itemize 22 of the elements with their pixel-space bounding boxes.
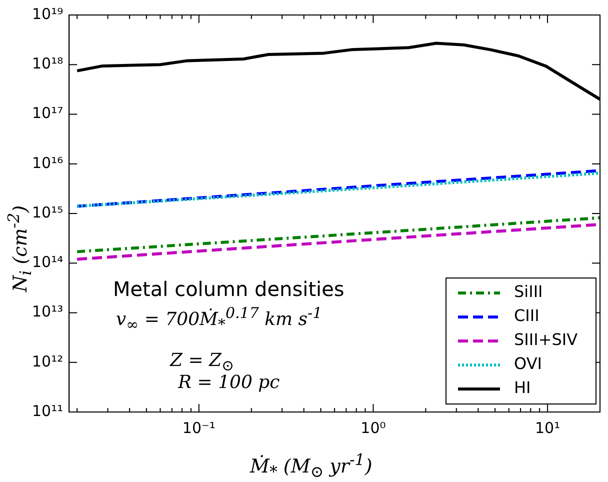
legend-label: SIII+SIV [514,330,578,350]
y-tick-label: 10¹⁸ [32,54,64,73]
x-tick-label: 10⁻¹ [182,418,216,437]
legend-label: CIII [514,306,540,326]
annotation: Metal column densities [113,277,344,301]
annotation: R = 100 pc [178,372,280,393]
legend-label: HI [514,378,531,398]
legend-label: SiIII [514,282,543,302]
y-tick-label: 10¹⁶ [32,154,64,172]
legend-label: OVI [514,354,542,374]
annotation: v$_{∞}$ = 700Ṁ$_{*}$$^{0.17}$ km s$^{-1}$ [116,304,322,334]
y-tick-label: 10¹⁴ [32,253,64,272]
y-tick-label: 10¹¹ [32,402,64,420]
y-tick-label: 10¹⁹ [32,4,64,23]
y-tick-label: 10¹³ [32,302,64,321]
y-tick-label: 10¹⁵ [32,203,64,222]
annotation: Z = Z$_{⊙}$ [170,350,234,375]
y-tick-label: 10¹⁷ [32,104,64,122]
x-tick-label: 10⁰ [360,418,386,437]
x-axis-title: Ṁ$_{*}$ (M$_{⊙}$ yr$^{-1}$) [250,450,372,482]
y-tick-label: 10¹² [32,352,64,370]
x-tick-label: 10¹ [534,418,560,437]
